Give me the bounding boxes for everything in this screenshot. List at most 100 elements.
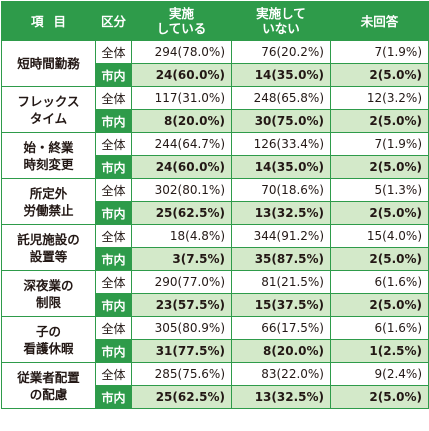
no-answer-value: 2(5.0%) xyxy=(330,109,429,133)
no-answer-value: 15(4.0%) xyxy=(330,224,429,248)
item-name-line1: 託児施設の xyxy=(17,231,80,247)
item-name-line2: 時刻変更 xyxy=(23,156,74,172)
item-name: 深夜業の 制限 xyxy=(1,270,96,317)
not-implemented-value: 13(32.5%) xyxy=(231,201,331,225)
table-row: 市内 31(77.5%) 8(20.0%) 1(2.5%) xyxy=(2,339,429,363)
header-category: 区分 xyxy=(95,1,132,41)
not-implemented-value: 81(21.5%) xyxy=(231,270,331,294)
no-answer-value: 2(5.0%) xyxy=(330,385,429,409)
item-name: 短時間勤務 xyxy=(1,40,96,87)
table-row: 市内 25(62.5%) 13(32.5%) 2(5.0%) xyxy=(2,385,429,409)
item-name-line2: 労働禁止 xyxy=(23,202,74,218)
item-name-line1: 従業者配置 xyxy=(17,369,80,385)
item-name-line1: 所定外 xyxy=(29,185,68,201)
not-implemented-value: 15(37.5%) xyxy=(231,293,331,317)
no-answer-value: 2(5.0%) xyxy=(330,247,429,271)
category-city: 市内 xyxy=(95,201,132,225)
table-row: 始・終業 時刻変更 全体 244(64.7%) 126(33.4%) 7(1.9%) xyxy=(1,132,429,179)
not-implemented-value: 14(35.0%) xyxy=(231,63,331,87)
category-all: 全体 xyxy=(95,132,132,156)
item-name: フレックス タイム xyxy=(1,86,96,133)
table-row: 市内 3(7.5%) 35(87.5%) 2(5.0%) xyxy=(2,247,429,271)
category-city: 市内 xyxy=(95,247,132,271)
implemented-value: 294(78.0%) xyxy=(131,40,232,64)
header-implemented-line2: している xyxy=(156,21,207,36)
not-implemented-value: 30(75.0%) xyxy=(231,109,331,133)
category-city: 市内 xyxy=(95,63,132,87)
table-row: 市内 23(57.5%) 15(37.5%) 2(5.0%) xyxy=(2,293,429,317)
no-answer-value: 6(1.6%) xyxy=(330,270,429,294)
not-implemented-value: 248(65.8%) xyxy=(231,86,331,110)
no-answer-value: 6(1.6%) xyxy=(330,316,429,340)
implemented-value: 24(60.0%) xyxy=(131,63,232,87)
not-implemented-value: 126(33.4%) xyxy=(231,132,331,156)
item-name: 従業者配置 の配慮 xyxy=(1,362,96,409)
no-answer-value: 12(3.2%) xyxy=(330,86,429,110)
not-implemented-value: 14(35.0%) xyxy=(231,155,331,179)
category-all: 全体 xyxy=(95,316,132,340)
category-all: 全体 xyxy=(95,270,132,294)
item-name-line1: 短時間勤務 xyxy=(17,56,80,71)
header-not-implemented-line2: いない xyxy=(262,21,300,36)
header-not-implemented: 実施して いない xyxy=(231,1,331,41)
implemented-value: 18(4.8%) xyxy=(131,224,232,248)
table-row: 託児施設の 設置等 全体 18(4.8%) 344(91.2%) 15(4.0%) xyxy=(1,224,429,271)
not-implemented-value: 66(17.5%) xyxy=(231,316,331,340)
item-name-line2: 設置等 xyxy=(29,248,68,264)
no-answer-value: 2(5.0%) xyxy=(330,293,429,317)
not-implemented-value: 83(22.0%) xyxy=(231,362,331,386)
item-name-line2: タイム xyxy=(29,110,68,126)
not-implemented-value: 76(20.2%) xyxy=(231,40,331,64)
category-city: 市内 xyxy=(95,109,132,133)
item-name-line1: 深夜業の xyxy=(23,277,74,293)
implemented-value: 302(80.1%) xyxy=(131,178,232,202)
header-no-answer: 未回答 xyxy=(330,1,429,41)
implemented-value: 25(62.5%) xyxy=(131,201,232,225)
not-implemented-value: 13(32.5%) xyxy=(231,385,331,409)
category-city: 市内 xyxy=(95,385,132,409)
item-name-line1: フレックス xyxy=(17,93,80,109)
table-row: 市内 24(60.0%) 14(35.0%) 2(5.0%) xyxy=(2,63,429,87)
item-name-line1: 始・終業 xyxy=(23,139,74,155)
implemented-value: 3(7.5%) xyxy=(131,247,232,271)
table-row: 所定外 労働禁止 全体 302(80.1%) 70(18.6%) 5(1.3%) xyxy=(1,178,429,225)
no-answer-value: 2(5.0%) xyxy=(330,63,429,87)
not-implemented-value: 344(91.2%) xyxy=(231,224,331,248)
survey-table: 項目 区分 実施 している 実施して いない 未回答 短時間勤務 全体 294(78… xyxy=(1,1,429,409)
item-name: 所定外 労働禁止 xyxy=(1,178,96,225)
item-name-line2: の配慮 xyxy=(29,386,68,402)
header-row: 項目 区分 実施 している 実施して いない 未回答 xyxy=(1,1,429,41)
implemented-value: 285(75.6%) xyxy=(131,362,232,386)
item-name-line2: 看護休暇 xyxy=(23,340,74,356)
not-implemented-value: 35(87.5%) xyxy=(231,247,331,271)
category-city: 市内 xyxy=(95,339,132,363)
implemented-value: 25(62.5%) xyxy=(131,385,232,409)
header-implemented-line1: 実施 xyxy=(168,6,194,21)
no-answer-value: 1(2.5%) xyxy=(330,339,429,363)
implemented-value: 117(31.0%) xyxy=(131,86,232,110)
table-row: 深夜業の 制限 全体 290(77.0%) 81(21.5%) 6(1.6%) xyxy=(1,270,429,317)
item-name-line2: 制限 xyxy=(35,294,61,310)
header-item: 項目 xyxy=(1,1,96,41)
category-all: 全体 xyxy=(95,362,132,386)
category-all: 全体 xyxy=(95,178,132,202)
table-row: フレックス タイム 全体 117(31.0%) 248(65.8%) 12(3.2%) xyxy=(1,86,429,133)
implemented-value: 31(77.5%) xyxy=(131,339,232,363)
table-row: 短時間勤務 全体 294(78.0%) 76(20.2%) 7(1.9%) xyxy=(1,40,429,87)
no-answer-value: 5(1.3%) xyxy=(330,178,429,202)
category-all: 全体 xyxy=(95,224,132,248)
item-name: 託児施設の 設置等 xyxy=(1,224,96,271)
category-all: 全体 xyxy=(95,86,132,110)
category-city: 市内 xyxy=(95,293,132,317)
table-row: 市内 25(62.5%) 13(32.5%) 2(5.0%) xyxy=(2,201,429,225)
table-row: 市内 24(60.0%) 14(35.0%) 2(5.0%) xyxy=(2,155,429,179)
not-implemented-value: 70(18.6%) xyxy=(231,178,331,202)
header-not-implemented-line1: 実施して xyxy=(256,6,306,21)
no-answer-value: 9(2.4%) xyxy=(330,362,429,386)
implemented-value: 290(77.0%) xyxy=(131,270,232,294)
not-implemented-value: 8(20.0%) xyxy=(231,339,331,363)
category-all: 全体 xyxy=(95,40,132,64)
implemented-value: 244(64.7%) xyxy=(131,132,232,156)
item-name: 始・終業 時刻変更 xyxy=(1,132,96,179)
no-answer-value: 2(5.0%) xyxy=(330,155,429,179)
